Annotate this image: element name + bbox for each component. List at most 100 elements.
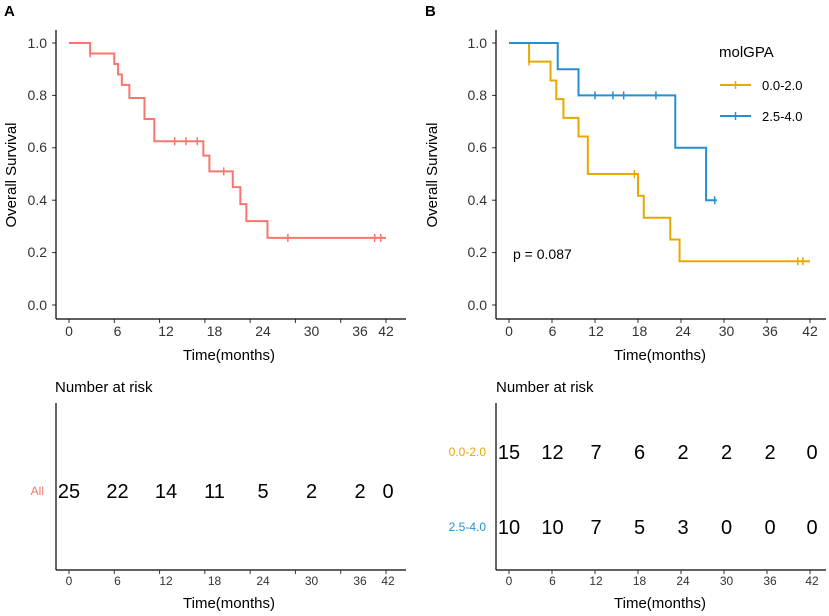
- panel-a-ticks: [52, 42, 387, 323]
- panel-b-y-tick-labels: 1.0 0.8 0.6 0.4 0.2 0.0: [468, 35, 488, 313]
- panel-a-x-tick-label: 30: [304, 323, 320, 339]
- panel-a-y-tick-label: 0.0: [28, 297, 48, 313]
- panel-a-risk-x-tick-label: 24: [256, 574, 270, 588]
- panel-b-curves: [509, 42, 810, 266]
- risk-count: 22: [106, 481, 128, 503]
- panel-b-x-tick-label: 30: [719, 323, 735, 339]
- risk-count: 25: [58, 481, 80, 503]
- survival-curve-0.0-2.0: [509, 42, 810, 263]
- panel-a-x-tick-label: 0: [65, 323, 73, 339]
- panel-b-x-tick-label: 42: [802, 323, 818, 339]
- panel-b-risk-x-tick-label: 42: [805, 574, 819, 588]
- risk-count: 10: [541, 517, 563, 539]
- legend-title: molGPA: [719, 44, 774, 61]
- panel-b-y-tick-label: 0.0: [468, 297, 488, 313]
- panel-a-risk-x-tick-labels: 0 6 12 18 24 30 36 42: [66, 574, 395, 588]
- risk-count: 2: [354, 481, 365, 503]
- panel-b-risk-title: Number at risk: [496, 379, 594, 396]
- risk-count: 2: [306, 481, 317, 503]
- panel-a-risk-x-tick-label: 0: [66, 574, 73, 588]
- panel-a-risk-x-tick-label: 12: [159, 574, 173, 588]
- panel-a-plot: 0 6 12 18 24 30 36 42 1.0 0.8 0.6 0.4 0.…: [3, 30, 406, 364]
- panel-b: B 0 6 12 18 24 30 36 42 1.0 0.8 0.6 0.4: [424, 3, 826, 612]
- panel-a-x-tick-label: 12: [158, 323, 174, 339]
- panel-b-ticks: [492, 42, 811, 323]
- panel-b-risk-x-tick-label: 24: [676, 574, 690, 588]
- risk-count: 0: [764, 517, 775, 539]
- panel-a-x-tick-label: 24: [255, 323, 271, 339]
- panel-a-curves: [69, 42, 386, 242]
- panel-b-x-tick-labels: 0 6 12 18 24 30 36 42: [505, 323, 818, 339]
- panel-a-y-tick-label: 0.6: [28, 139, 48, 155]
- panel-b-y-tick-label: 1.0: [468, 35, 488, 51]
- panel-b-x-tick-label: 6: [549, 323, 557, 339]
- panel-a-risk-x-axis-title: Time(months): [183, 595, 275, 612]
- panel-b-risk-x-tick-label: 12: [589, 574, 603, 588]
- panel-b-x-tick-label: 18: [632, 323, 648, 339]
- panel-b-letter: B: [425, 3, 436, 20]
- panel-a-risk-table: Number at risk All 25 22 14 11 5 2 2 0 0…: [31, 379, 406, 612]
- risk-count: 2: [677, 442, 688, 464]
- panel-b-y-axis-title: Overall Survival: [424, 122, 441, 227]
- panel-b-y-tick-label: 0.8: [468, 87, 488, 103]
- panel-b-y-tick-label: 0.4: [468, 192, 488, 208]
- panel-b-risk-row: 10 10 7 5 3 0 0 0: [498, 517, 818, 539]
- risk-count: 10: [498, 517, 520, 539]
- panel-a-y-axis-title: Overall Survival: [3, 122, 20, 227]
- legend-label: 2.5-4.0: [762, 109, 802, 124]
- panel-b-risk-x-tick-label: 30: [720, 574, 734, 588]
- panel-b-x-tick-label: 0: [505, 323, 513, 339]
- legend-item-2-5-4-0: 2.5-4.0: [720, 109, 802, 124]
- risk-count: 2: [721, 442, 732, 464]
- risk-count: 0: [382, 481, 393, 503]
- panel-a-x-tick-labels: 0 6 12 18 24 30 36 42: [65, 323, 394, 339]
- panel-a-risk-x-tick-label: 6: [114, 574, 121, 588]
- panel-a-x-tick-label: 36: [352, 323, 368, 339]
- panel-b-y-tick-label: 0.6: [468, 139, 488, 155]
- panel-a-y-tick-labels: 1.0 0.8 0.6 0.4 0.2 0.0: [28, 35, 48, 313]
- panel-a-risk-x-tick-label: 30: [305, 574, 319, 588]
- panel-a-y-tick-label: 0.2: [28, 244, 48, 260]
- panel-a-x-axis-title: Time(months): [183, 347, 275, 364]
- risk-count: 5: [634, 517, 645, 539]
- legend-label: 0.0-2.0: [762, 78, 802, 93]
- panel-b-x-tick-label: 12: [588, 323, 604, 339]
- risk-count: 14: [155, 481, 177, 503]
- legend-item-0-0-2-0: 0.0-2.0: [720, 78, 802, 93]
- risk-count: 0: [806, 442, 817, 464]
- risk-count: 15: [498, 442, 520, 464]
- panel-b-x-tick-label: 36: [762, 323, 778, 339]
- risk-count: 7: [590, 517, 601, 539]
- panel-b-risk-row: 15 12 7 6 2 2 2 0: [498, 442, 818, 464]
- risk-count: 11: [204, 481, 225, 503]
- risk-count: 7: [590, 442, 601, 464]
- panel-a-risk-x-tick-label: 18: [208, 574, 222, 588]
- survival-curve-2.5-4.0: [509, 42, 717, 202]
- panel-a-risk-ticks: [68, 570, 387, 574]
- panel-b-x-axis-title: Time(months): [614, 347, 706, 364]
- risk-count: 3: [677, 517, 688, 539]
- risk-count: 2: [764, 442, 775, 464]
- risk-count: 12: [541, 442, 563, 464]
- panel-a: A 0 6 12 18 24 30 36 42 1.0 0.8 0.6 0.4: [3, 3, 406, 612]
- panel-b-plot: 0 6 12 18 24 30 36 42 1.0 0.8 0.6 0.4 0.…: [424, 30, 826, 364]
- risk-count: 0: [721, 517, 732, 539]
- panel-b-x-tick-label: 24: [675, 323, 691, 339]
- risk-count: 5: [257, 481, 268, 503]
- risk-count: 6: [634, 442, 645, 464]
- panel-a-risk-x-tick-label: 36: [353, 574, 367, 588]
- panel-b-risk-x-tick-label: 36: [763, 574, 777, 588]
- panel-a-x-tick-label: 6: [114, 323, 122, 339]
- panel-b-legend: molGPA 0.0-2.0 2.5-4.0: [719, 44, 802, 124]
- panel-a-y-tick-label: 0.4: [28, 192, 48, 208]
- panel-b-p-value: p = 0.087: [513, 246, 572, 262]
- risk-count: 0: [806, 517, 817, 539]
- panel-a-x-tick-label: 42: [378, 323, 394, 339]
- panel-b-risk-x-tick-labels: 0 6 12 18 24 30 36 42: [506, 574, 819, 588]
- panel-a-risk-x-tick-label: 42: [381, 574, 395, 588]
- panel-a-x-tick-label: 18: [207, 323, 223, 339]
- panel-a-risk-row-label: All: [31, 484, 44, 498]
- panel-b-risk-row-label: 2.5-4.0: [449, 520, 487, 534]
- panel-a-y-tick-label: 1.0: [28, 35, 48, 51]
